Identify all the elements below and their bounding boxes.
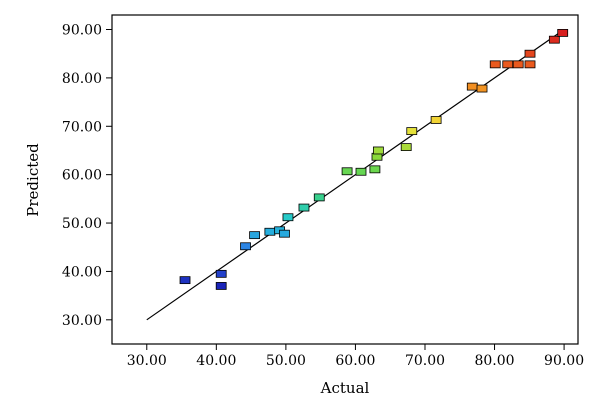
y-tick-label: 70.00	[62, 119, 102, 135]
data-point	[240, 242, 251, 251]
data-point	[341, 167, 353, 176]
x-tick-label: 40.00	[196, 353, 236, 369]
y-tick-label: 30.00	[62, 313, 102, 329]
data-point	[400, 143, 412, 151]
data-point	[369, 165, 381, 174]
x-tick-label: 70.00	[405, 353, 445, 369]
reference-line	[146, 29, 565, 321]
y-tick-label: 80.00	[62, 71, 102, 87]
data-point	[355, 167, 367, 176]
data-points	[179, 29, 569, 290]
data-point	[502, 60, 514, 69]
data-point	[524, 49, 536, 58]
data-point	[249, 231, 260, 240]
x-tick-label: 30.00	[127, 353, 167, 369]
data-point	[298, 203, 310, 212]
data-point	[313, 193, 325, 202]
y-tick-label: 90.00	[62, 23, 102, 39]
x-tick-label: 50.00	[266, 353, 306, 369]
data-point	[215, 269, 227, 278]
data-point	[489, 60, 501, 69]
x-tick-label: 90.00	[544, 353, 584, 369]
y-axis: 30.00 40.00 50.00 60.00 70.00 80.00 90.00	[62, 23, 112, 329]
data-point	[215, 282, 227, 290]
data-point	[279, 229, 290, 238]
x-axis-title: Actual	[320, 379, 370, 397]
data-point	[524, 60, 536, 69]
y-tick-label: 60.00	[62, 168, 102, 184]
y-tick-label: 50.00	[62, 216, 102, 232]
data-point	[548, 35, 560, 44]
data-point	[264, 227, 276, 236]
y-tick-label: 40.00	[62, 264, 102, 280]
data-point	[406, 127, 418, 136]
data-point	[282, 213, 294, 222]
data-point	[512, 60, 524, 69]
x-axis: 30.00 40.00 50.00 60.00 70.00 80.00 90.00	[127, 344, 584, 369]
data-point	[557, 29, 569, 37]
data-point	[372, 146, 384, 155]
x-tick-label: 80.00	[474, 353, 514, 369]
data-point	[476, 84, 488, 93]
data-point	[466, 82, 478, 91]
y-axis-title: Predicted	[24, 143, 42, 217]
x-tick-label: 60.00	[335, 353, 375, 369]
plot-frame	[111, 14, 579, 345]
data-point	[179, 276, 191, 285]
data-point	[430, 116, 442, 124]
